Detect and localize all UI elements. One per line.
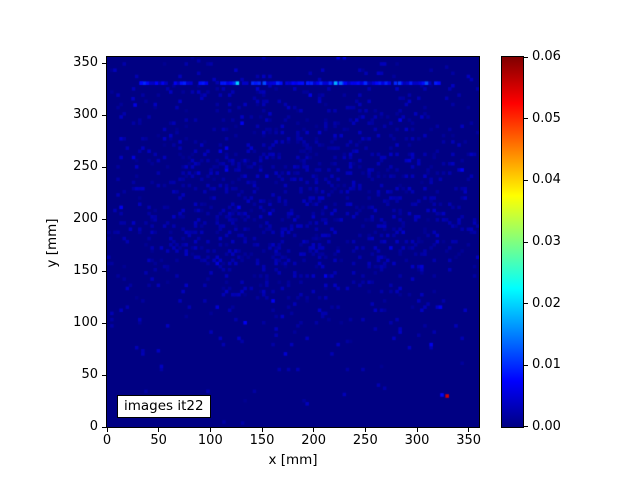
x-tick-mark <box>158 428 160 432</box>
colorbar-tick-mark <box>524 241 528 243</box>
colorbar-tick-mark <box>524 118 528 120</box>
x-axis-label: x [mm] <box>268 452 318 468</box>
y-tick-label: 200 <box>73 211 98 227</box>
heatmap-plot: images it22 <box>106 56 480 428</box>
y-tick-label: 250 <box>73 159 98 175</box>
x-tick-label: 50 <box>150 433 167 448</box>
y-tick-mark <box>102 218 106 220</box>
colorbar-tick-label: 0.00 <box>532 419 561 434</box>
x-tick-label: 300 <box>404 433 430 448</box>
x-tick-label: 250 <box>352 433 378 448</box>
colorbar-tick-label: 0.03 <box>532 234 561 249</box>
colorbar-gradient <box>502 57 523 427</box>
x-tick-label: 0 <box>102 433 112 448</box>
colorbar-tick-mark <box>524 179 528 181</box>
x-tick-mark <box>468 428 470 432</box>
y-tick-mark <box>102 426 106 428</box>
x-tick-mark <box>106 428 108 432</box>
x-tick-mark <box>416 428 418 432</box>
x-tick-label: 350 <box>456 433 482 448</box>
colorbar-tick-mark <box>524 425 528 427</box>
y-tick-label: 100 <box>73 315 98 331</box>
y-tick-label: 350 <box>73 55 98 71</box>
y-tick-label: 0 <box>89 419 98 434</box>
annotation-label: images it22 <box>124 398 204 414</box>
colorbar-tick-label: 0.05 <box>532 110 561 126</box>
colorbar-tick-label: 0.02 <box>532 295 561 311</box>
y-tick-mark <box>102 166 106 168</box>
colorbar-tick-mark <box>524 56 528 58</box>
annotation-box: images it22 <box>117 395 211 418</box>
y-tick-mark <box>102 270 106 272</box>
y-axis-label: y [mm] <box>44 218 60 268</box>
x-tick-mark <box>313 428 315 432</box>
colorbar-tick-label: 0.04 <box>532 172 561 188</box>
x-tick-label: 100 <box>197 433 223 448</box>
x-tick-mark <box>364 428 366 432</box>
y-tick-label: 300 <box>73 107 98 123</box>
x-tick-mark <box>209 428 211 432</box>
x-tick-mark <box>261 428 263 432</box>
colorbar-tick-label: 0.06 <box>532 49 561 64</box>
colorbar-tick-mark <box>524 364 528 366</box>
y-tick-mark <box>102 374 106 376</box>
colorbar-tick-mark <box>524 303 528 305</box>
x-tick-label: 150 <box>249 433 275 448</box>
y-tick-mark <box>102 322 106 324</box>
y-tick-mark <box>102 114 106 116</box>
y-tick-label: 50 <box>81 367 98 383</box>
heatmap-canvas <box>107 57 479 427</box>
y-tick-mark <box>102 62 106 64</box>
colorbar-tick-label: 0.01 <box>532 357 561 373</box>
x-tick-label: 200 <box>301 433 327 448</box>
colorbar <box>501 56 524 428</box>
y-tick-label: 150 <box>73 263 98 279</box>
